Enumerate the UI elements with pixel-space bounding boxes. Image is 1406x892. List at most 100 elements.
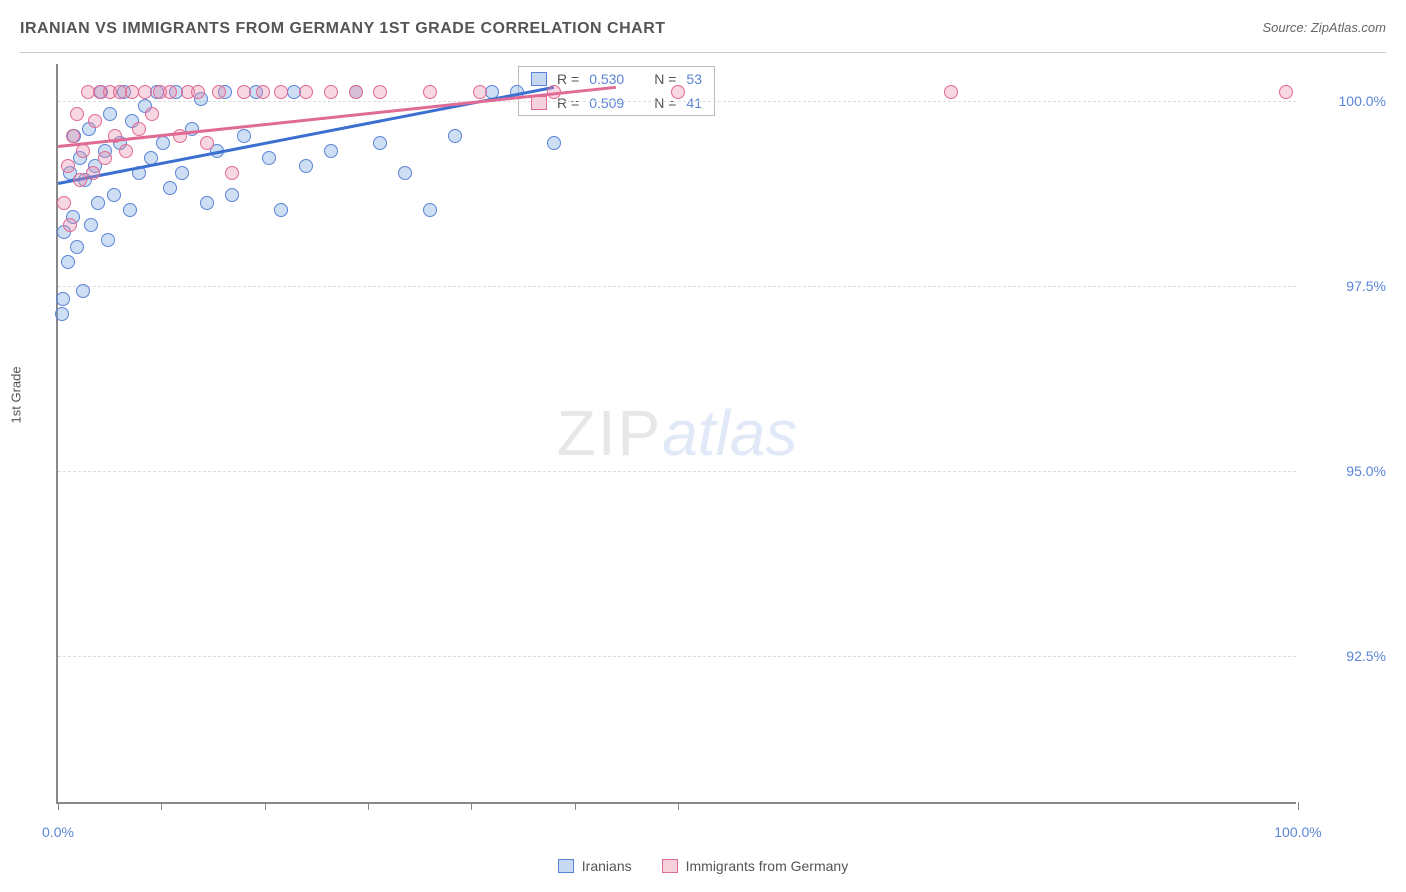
- data-point: [671, 85, 685, 99]
- y-tick-label: 97.5%: [1306, 278, 1386, 294]
- r-value: 0.509: [589, 95, 624, 111]
- x-tick: [575, 802, 576, 810]
- data-point: [145, 107, 159, 121]
- data-point: [107, 188, 121, 202]
- x-tick-label: 100.0%: [1274, 824, 1321, 840]
- x-tick: [161, 802, 162, 810]
- data-point: [324, 85, 338, 99]
- data-point: [56, 292, 70, 306]
- data-point: [84, 218, 98, 232]
- data-point: [448, 129, 462, 143]
- r-label: R =: [557, 71, 579, 87]
- y-tick-label: 95.0%: [1306, 463, 1386, 479]
- data-point: [57, 196, 71, 210]
- data-point: [70, 107, 84, 121]
- data-point: [76, 284, 90, 298]
- x-tick: [471, 802, 472, 810]
- data-point: [191, 85, 205, 99]
- data-point: [373, 136, 387, 150]
- data-point: [1279, 85, 1293, 99]
- data-point: [274, 203, 288, 217]
- watermark: ZIPatlas: [557, 396, 798, 470]
- data-point: [423, 203, 437, 217]
- data-point: [547, 136, 561, 150]
- data-point: [163, 85, 177, 99]
- title-divider: [20, 52, 1386, 53]
- legend-item-germany: Immigrants from Germany: [662, 858, 849, 874]
- data-point: [299, 85, 313, 99]
- swatch-icon: [558, 859, 574, 873]
- x-tick: [58, 802, 59, 810]
- x-tick: [368, 802, 369, 810]
- x-tick: [265, 802, 266, 810]
- data-point: [88, 114, 102, 128]
- data-point: [237, 129, 251, 143]
- x-tick: [1298, 802, 1299, 810]
- n-value: 53: [686, 71, 702, 87]
- data-point: [66, 129, 80, 143]
- data-point: [98, 151, 112, 165]
- x-tick: [678, 802, 679, 810]
- data-point: [349, 85, 363, 99]
- x-tick-label: 0.0%: [42, 824, 74, 840]
- gridline: [58, 656, 1296, 657]
- data-point: [163, 181, 177, 195]
- data-point: [398, 166, 412, 180]
- y-axis-label: 1st Grade: [9, 366, 24, 423]
- data-point: [944, 85, 958, 99]
- data-point: [262, 151, 276, 165]
- data-point: [76, 144, 90, 158]
- n-label: N =: [654, 71, 676, 87]
- data-point: [138, 85, 152, 99]
- data-point: [103, 107, 117, 121]
- data-point: [175, 166, 189, 180]
- data-point: [274, 85, 288, 99]
- scatter-plot-area: ZIPatlas R = 0.530N = 53R = 0.509N = 41 …: [56, 64, 1296, 804]
- source-label: Source:: [1262, 20, 1310, 35]
- legend-label: Immigrants from Germany: [686, 858, 849, 874]
- data-point: [70, 240, 84, 254]
- data-point: [91, 196, 105, 210]
- r-label: R =: [557, 95, 579, 111]
- data-point: [373, 85, 387, 99]
- y-tick-label: 100.0%: [1306, 93, 1386, 109]
- data-point: [119, 144, 133, 158]
- data-point: [299, 159, 313, 173]
- data-point: [200, 136, 214, 150]
- data-point: [225, 166, 239, 180]
- gridline: [58, 101, 1296, 102]
- source-name: ZipAtlas.com: [1311, 20, 1386, 35]
- data-point: [123, 203, 137, 217]
- watermark-zip: ZIP: [557, 397, 663, 469]
- data-point: [61, 159, 75, 173]
- data-point: [324, 144, 338, 158]
- chart-title: IRANIAN VS IMMIGRANTS FROM GERMANY 1ST G…: [20, 20, 1386, 38]
- swatch-icon: [662, 859, 678, 873]
- legend-item-iranians: Iranians: [558, 858, 632, 874]
- data-point: [423, 85, 437, 99]
- data-point: [237, 85, 251, 99]
- watermark-atlas: atlas: [662, 397, 797, 469]
- gridline: [58, 471, 1296, 472]
- data-point: [200, 196, 214, 210]
- data-point: [212, 85, 226, 99]
- data-point: [473, 85, 487, 99]
- legend-label: Iranians: [582, 858, 632, 874]
- y-tick-label: 92.5%: [1306, 648, 1386, 664]
- data-point: [225, 188, 239, 202]
- data-point: [86, 166, 100, 180]
- swatch-icon: [531, 72, 547, 86]
- n-value: 41: [686, 95, 702, 111]
- data-point: [63, 218, 77, 232]
- data-point: [156, 136, 170, 150]
- data-point: [101, 233, 115, 247]
- source-credit: Source: ZipAtlas.com: [1262, 20, 1386, 35]
- r-value: 0.530: [589, 71, 624, 87]
- legend: Iranians Immigrants from Germany: [0, 858, 1406, 874]
- gridline: [58, 286, 1296, 287]
- data-point: [55, 307, 69, 321]
- data-point: [132, 122, 146, 136]
- data-point: [61, 255, 75, 269]
- swatch-icon: [531, 96, 547, 110]
- data-point: [256, 85, 270, 99]
